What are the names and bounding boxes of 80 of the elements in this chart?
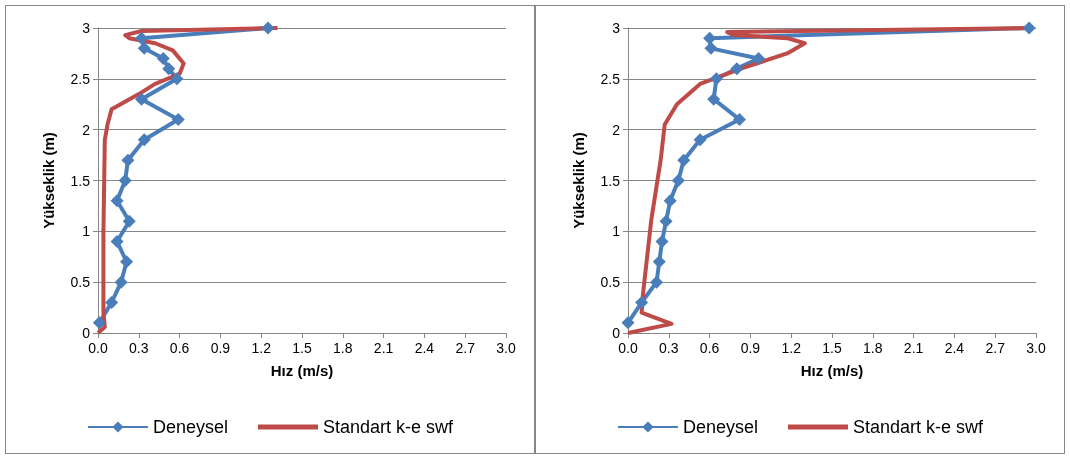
point [92, 316, 106, 330]
x-tick-label: 2.1 [373, 340, 394, 356]
point [659, 214, 673, 228]
point [655, 235, 669, 248]
point [1022, 21, 1036, 35]
y-tick-label: 2.5 [600, 70, 621, 87]
point [677, 153, 691, 167]
y-tick-label: 2 [82, 121, 91, 138]
point [704, 41, 718, 55]
legend-label: Standart k-e swf [322, 417, 455, 437]
point [135, 31, 149, 45]
point [733, 113, 747, 126]
point [122, 214, 136, 228]
point [730, 62, 744, 76]
x-tick-label: 0.9 [210, 340, 231, 356]
y-tick-label: 0.5 [600, 274, 621, 291]
x-tick-label: 0.6 [169, 340, 190, 356]
point [707, 92, 721, 106]
y-tick-label: 1 [82, 223, 91, 240]
x-tick-label: 3.0 [1026, 340, 1046, 356]
legend-label: Deneysel [682, 417, 758, 437]
x-tick-label: 3.0 [496, 340, 516, 356]
y-tick-label: 2.5 [70, 70, 91, 87]
x-tick-label: 0.3 [659, 340, 679, 356]
point [171, 113, 185, 126]
x-tick-label: 2.7 [455, 340, 476, 356]
point [162, 62, 176, 76]
x-tick-label: 2.7 [985, 340, 1006, 356]
x-tick-label: 0.0 [618, 340, 638, 356]
legend-label: Standart k-e swf [852, 417, 985, 437]
point [621, 316, 635, 330]
point [135, 92, 149, 106]
point [110, 235, 124, 248]
y-tick-label: 2 [612, 121, 621, 138]
y-tick-label: 1 [612, 223, 621, 240]
legend-label: Deneysel [152, 417, 228, 437]
point [663, 194, 677, 208]
point [156, 52, 170, 65]
x-tick-label: 1.8 [863, 340, 883, 356]
point [120, 255, 134, 269]
y-tick-label: 3 [82, 20, 91, 36]
x-tick-label: 2.4 [944, 340, 965, 356]
x-tick-label: 0.3 [129, 340, 149, 356]
y-tick-label: 3 [612, 20, 621, 36]
point [693, 133, 707, 147]
x-tick-label: 1.8 [333, 340, 353, 356]
point [650, 275, 664, 289]
point [170, 72, 184, 86]
point [752, 52, 766, 65]
point [137, 41, 151, 55]
x-tick-label: 1.5 [822, 340, 842, 356]
x-tick-label: 0.9 [740, 340, 761, 356]
y-axis-title: Yükseklik (m) [40, 132, 57, 229]
x-axis-title: Hız (m/s) [800, 362, 864, 379]
point [121, 153, 135, 167]
x-tick-label: 2.1 [903, 340, 924, 356]
point [671, 174, 685, 187]
x-tick-label: 0.6 [699, 340, 720, 356]
x-tick-label: 1.2 [251, 340, 272, 356]
point [110, 194, 124, 208]
point [635, 296, 649, 309]
y-tick-label: 1.5 [70, 172, 91, 189]
point [105, 296, 119, 309]
y-tick-label: 0.5 [70, 274, 91, 291]
point [709, 72, 723, 86]
y-tick-label: 0 [82, 325, 91, 341]
y-tick-label: 1.5 [600, 172, 621, 189]
x-tick-label: 1.2 [781, 340, 802, 356]
point [118, 174, 132, 187]
y-axis-title: Yükseklik (m) [570, 132, 587, 229]
x-tick-label: 0.0 [88, 340, 108, 356]
x-tick-label: 1.5 [292, 340, 312, 356]
point [114, 275, 128, 289]
x-axis-title: Hız (m/s) [270, 362, 334, 379]
point [261, 21, 275, 35]
point [137, 133, 151, 147]
point [652, 255, 666, 269]
x-tick-label: 2.4 [414, 340, 435, 356]
point [703, 31, 717, 45]
y-tick-label: 0 [612, 325, 621, 341]
